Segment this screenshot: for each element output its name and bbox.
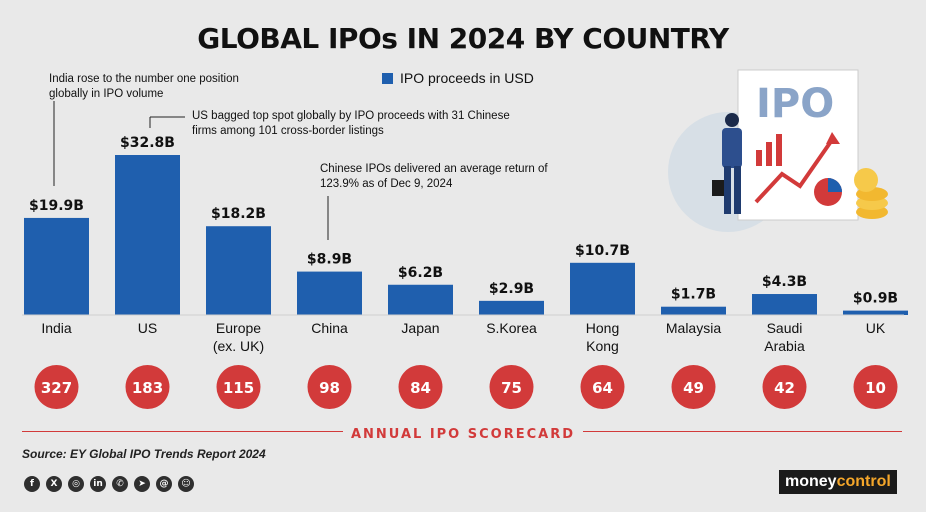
linkedin-icon[interactable]: in [90,476,106,492]
bar-3 [297,271,362,315]
ipo-count-badge [853,365,898,409]
social-icons: f X ◎ in ✆ ➤ @ ☺ [24,476,194,492]
ipo-count-label: 42 [774,379,795,397]
moneycontrol-logo: moneycontrol [779,470,897,494]
annotation-us: US bagged top spot globally by IPO proce… [192,110,510,137]
bar-6 [570,262,635,315]
legend: IPO proceeds in USD [382,70,534,86]
coins-icon [854,168,888,219]
ipo-count-label: 84 [410,379,431,397]
mini-bars-icon [756,134,782,166]
bar-value-label: $4.3B [762,274,807,290]
bar-value-label: $18.2B [211,206,266,222]
legend-swatch [382,72,393,84]
category-label: Malaysia [666,320,721,336]
ipo-count-label: 10 [865,379,886,397]
ipo-count-badge [34,365,79,409]
illustration-ipo-text: IPO [756,81,834,127]
legend-label: IPO proceeds in USD [400,70,534,86]
bar-1 [115,155,180,315]
trend-arrow-icon [754,138,834,204]
ipo-count-label: 64 [592,379,613,397]
bar-5 [479,300,544,315]
businessman-icon [712,113,742,214]
bar-value-label: $10.7B [575,243,630,259]
category-label: Saudi [767,320,803,336]
category-label: India [41,320,72,336]
bar-2 [206,226,271,315]
bar-4 [388,284,453,315]
bar-7 [661,306,726,315]
ipo-count-badge [580,365,625,409]
ipo-illustration: IPO [668,69,888,232]
annotation-china: Chinese IPOs delivered an average return… [320,163,548,190]
ipo-count-label: 75 [501,379,522,397]
category-label: China [311,320,348,336]
chart-title: GLOBAL IPOs IN 2024 BY COUNTRY [197,22,729,55]
category-label: Arabia [764,338,805,354]
scorecard-label: ANNUAL IPO SCORECARD [342,427,584,442]
bar-0 [24,217,89,315]
ipo-count-badge [125,365,170,409]
category-label: UK [866,320,886,336]
whatsapp-icon[interactable]: ✆ [112,476,128,492]
ipo-count-badge [489,365,534,409]
bar-value-label: $1.7B [671,287,716,303]
scorecard-heading: ANNUAL IPO SCORECARD [0,423,926,442]
ipo-count-label: 115 [223,379,254,397]
category-label: Hong [586,320,619,336]
instagram-icon[interactable]: ◎ [68,476,84,492]
bar-value-label: $32.8B [120,135,175,151]
bar-value-label: $8.9B [307,252,352,268]
category-label: Japan [401,320,439,336]
snapchat-icon[interactable]: ☺ [178,476,194,492]
ipo-count-badge [216,365,261,409]
x-icon[interactable]: X [46,476,62,492]
facebook-icon[interactable]: f [24,476,40,492]
category-label: Kong [586,338,619,354]
bar-8 [752,294,817,315]
arrow-head-icon [826,132,840,144]
source-note: Source: EY Global IPO Trends Report 2024 [22,447,266,461]
ipo-count-label: 327 [41,379,72,397]
threads-icon[interactable]: @ [156,476,172,492]
ipo-count-badge [762,365,807,409]
ipo-count-badge [671,365,716,409]
ipo-count-label: 183 [132,379,163,397]
annotation-india: India rose to the number one position gl… [49,73,239,100]
bar-value-label: $19.9B [29,198,84,214]
ipo-count-badge [307,365,352,409]
category-label: S.Korea [486,320,537,336]
category-label: Europe [216,320,261,336]
category-label: US [138,320,157,336]
telegram-icon[interactable]: ➤ [134,476,150,492]
ipo-count-badge [398,365,443,409]
bar-value-label: $6.2B [398,265,443,281]
bar-9 [843,310,908,315]
ipo-count-label: 98 [319,379,340,397]
bar-value-label: $0.9B [853,291,898,307]
ipo-count-label: 49 [683,379,704,397]
bar-value-label: $2.9B [489,281,534,297]
category-label: (ex. UK) [213,338,264,354]
